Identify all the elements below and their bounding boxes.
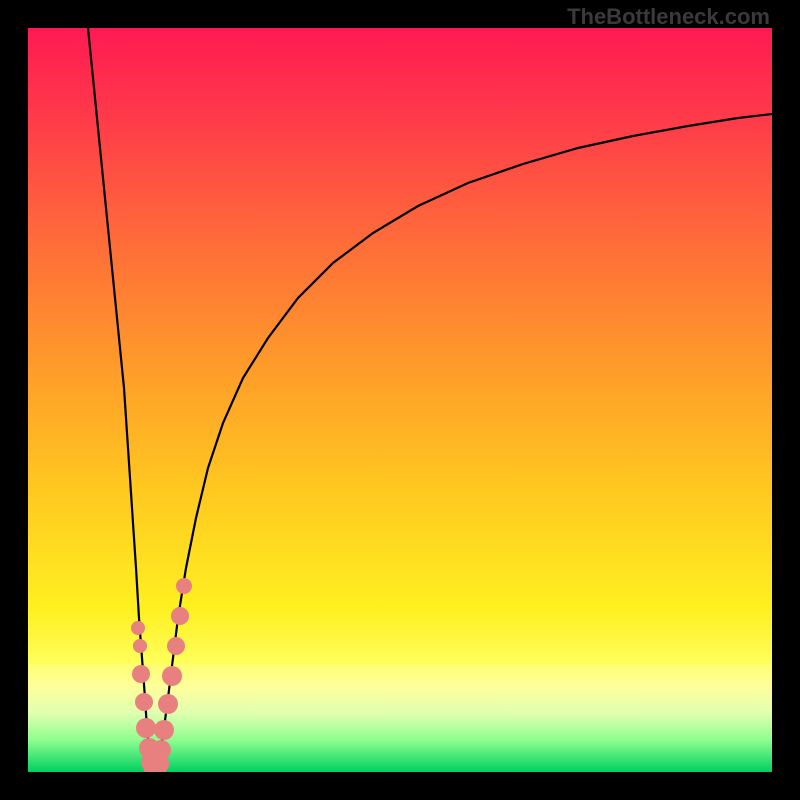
valley-dot (151, 740, 171, 760)
valley-dot (158, 694, 178, 714)
valley-dot (131, 621, 145, 635)
valley-dot (176, 578, 192, 594)
chart-container: TheBottleneck.com (0, 0, 800, 800)
valley-dot (132, 665, 150, 683)
valley-dot (135, 693, 153, 711)
valley-dot (133, 639, 147, 653)
watermark-text: TheBottleneck.com (567, 4, 770, 30)
valley-dot (136, 718, 156, 738)
plot-area (28, 28, 772, 772)
bottleneck-curve (28, 28, 772, 772)
valley-dot (171, 607, 189, 625)
curve-path (88, 28, 772, 771)
valley-dot (167, 637, 185, 655)
valley-dot (162, 666, 182, 686)
valley-dot (154, 720, 174, 740)
